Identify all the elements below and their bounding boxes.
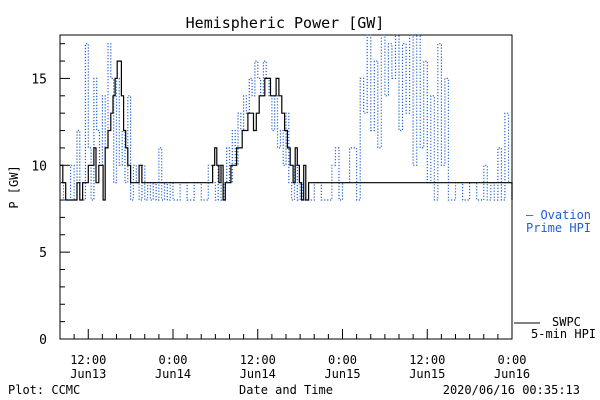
x-tick-label: 12:00 [240,353,276,367]
x-tick-date-label: Jun15 [409,367,445,381]
series-line-ovation-prime-hpi [60,34,513,201]
x-axis-label: Date and Time [239,383,333,397]
x-tick-label: 0:00 [159,353,188,367]
legend-ovation-line2: Prime HPI [526,221,591,235]
x-tick-date-label: Jun15 [324,367,360,381]
chart-title: Hemispheric Power [GW] [186,14,385,32]
footer-plot-credit: Plot: CCMC [8,383,80,397]
y-tick-label: 10 [31,159,47,174]
legend-swpc-line2: 5-min HPI [531,327,596,341]
series-line-swpc-5-min-hpi [60,60,513,201]
y-axis: 0 5 10 15 [31,43,70,348]
x-tick-date-label: Jun13 [70,367,106,381]
x-tick-label: 0:00 [328,353,357,367]
x-axis: 12:00Jun130:00Jun1412:00Jun140:00Jun1512… [70,329,530,381]
x-tick-date-label: Jun14 [240,367,276,381]
legend-ovation-line1: — Ovation [526,208,591,222]
plot-frame [59,34,513,340]
y-tick-label: 0 [39,333,47,348]
x-tick-date-label: Jun14 [155,367,191,381]
footer-timestamp: 2020/06/16 00:35:13 [443,383,580,397]
y-tick-label: 5 [39,246,47,261]
y-axis-label: P [GW] [7,165,21,208]
plot-lines [60,34,513,201]
x-tick-label: 0:00 [498,353,527,367]
legend-swpc: SWPC 5-min HPI [514,315,596,341]
x-tick-label: 12:00 [70,353,106,367]
legend-swpc-line1: SWPC [552,315,581,329]
x-tick-label: 12:00 [409,353,445,367]
x-tick-date-label: Jun16 [494,367,530,381]
legend-ovation: — Ovation Prime HPI [526,208,591,235]
y-tick-label: 15 [31,72,47,87]
